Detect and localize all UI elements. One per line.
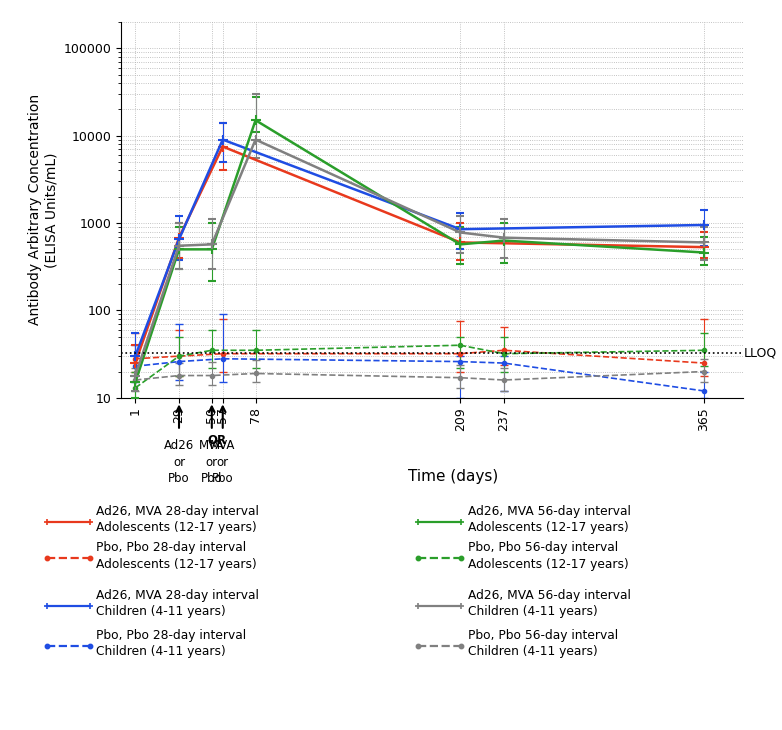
Text: Children (4-11 years): Children (4-11 years): [96, 645, 226, 658]
Text: Pbo, Pbo 28-day interval: Pbo, Pbo 28-day interval: [96, 629, 246, 642]
Text: Ad26: Ad26: [164, 439, 194, 453]
Text: Children (4-11 years): Children (4-11 years): [468, 605, 597, 618]
Text: Adolescents (12-17 years): Adolescents (12-17 years): [96, 521, 257, 534]
Text: MVA: MVA: [210, 439, 235, 453]
Text: Adolescents (12-17 years): Adolescents (12-17 years): [468, 521, 629, 534]
Text: Pbo: Pbo: [168, 472, 190, 485]
Text: Ad26, MVA 28-day interval: Ad26, MVA 28-day interval: [96, 504, 259, 518]
Text: Time (days): Time (days): [408, 469, 499, 484]
Text: Pbo, Pbo 56-day interval: Pbo, Pbo 56-day interval: [468, 629, 618, 642]
Text: Children (4-11 years): Children (4-11 years): [96, 605, 226, 618]
Text: Pbo: Pbo: [201, 472, 223, 485]
Text: LLOQ: LLOQ: [744, 346, 777, 359]
Text: Children (4-11 years): Children (4-11 years): [468, 645, 597, 658]
Text: Pbo: Pbo: [212, 472, 234, 485]
Y-axis label: Antibody Arbitrary Concentration
(ELISA Units/mL): Antibody Arbitrary Concentration (ELISA …: [28, 94, 58, 326]
Text: Adolescents (12-17 years): Adolescents (12-17 years): [96, 558, 257, 571]
Text: or: or: [217, 456, 229, 469]
Text: or: or: [206, 456, 218, 469]
Text: Ad26, MVA 28-day interval: Ad26, MVA 28-day interval: [96, 588, 259, 602]
Text: Pbo, Pbo 56-day interval: Pbo, Pbo 56-day interval: [468, 541, 618, 554]
Text: Adolescents (12-17 years): Adolescents (12-17 years): [468, 558, 629, 571]
Text: Ad26, MVA 56-day interval: Ad26, MVA 56-day interval: [468, 588, 630, 602]
Text: MVA: MVA: [199, 439, 224, 453]
Text: or: or: [173, 456, 185, 469]
Text: OR: OR: [208, 434, 227, 447]
Text: Ad26, MVA 56-day interval: Ad26, MVA 56-day interval: [468, 504, 630, 518]
Text: Pbo, Pbo 28-day interval: Pbo, Pbo 28-day interval: [96, 541, 246, 554]
